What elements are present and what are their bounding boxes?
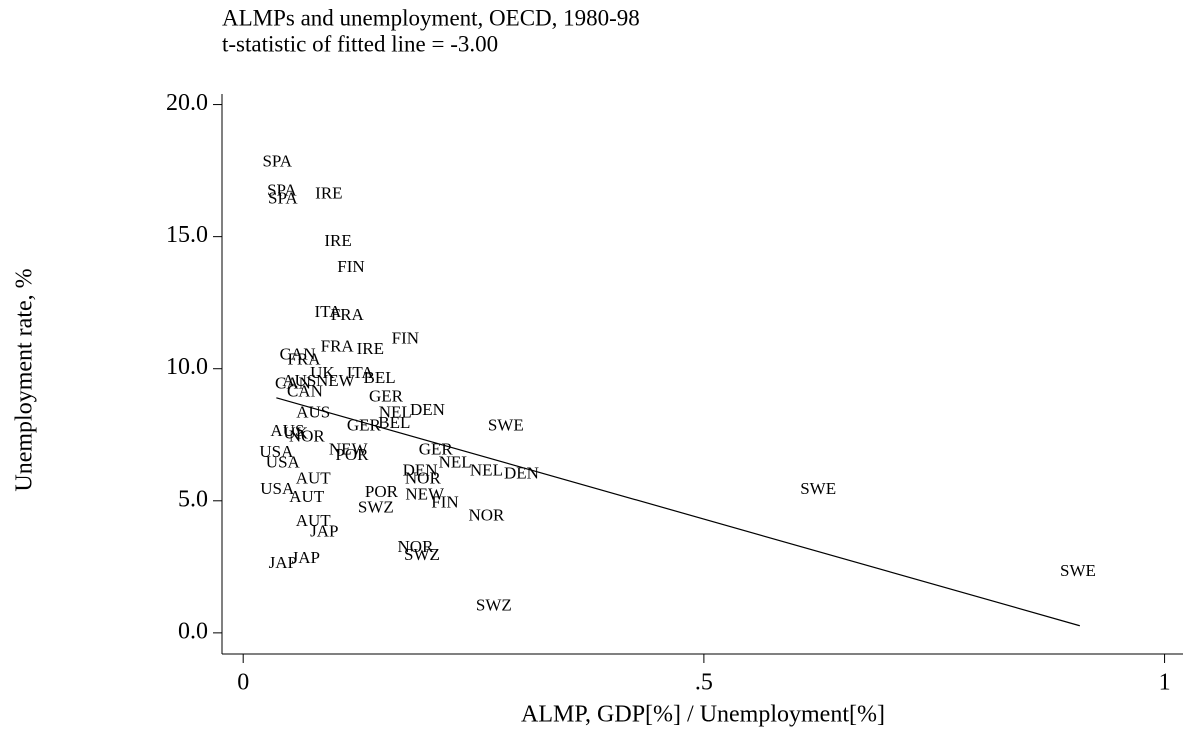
point-label: CAN [275, 373, 311, 392]
point-label: SPA [268, 189, 298, 208]
point-label: AUT [296, 469, 332, 488]
point-label: FRA [321, 336, 355, 355]
point-label: NEL [379, 403, 412, 422]
point-label: NEW [329, 440, 369, 459]
point-label: JAP [292, 548, 320, 567]
point-label: SWE [1060, 561, 1096, 580]
point-label: FIN [392, 329, 419, 348]
point-label: UK [283, 424, 308, 443]
point-label: SPA [267, 181, 297, 200]
point-label: IRE [357, 339, 384, 358]
point-label: USA [259, 442, 294, 461]
y-tick-label: 20.0 [166, 90, 208, 116]
x-tick-label: 1 [1159, 670, 1171, 696]
x-tick-label: .5 [695, 670, 713, 696]
point-label: SWZ [476, 595, 512, 614]
point-label: AUT [296, 511, 332, 530]
point-label: NEW [405, 484, 445, 503]
point-label: NOR [289, 426, 326, 445]
fitted-line [276, 397, 1080, 627]
point-label: AUS [282, 371, 316, 390]
point-label: FRA [331, 305, 365, 324]
point-label: JAP [269, 553, 297, 572]
point-label: BEL [364, 368, 396, 387]
point-label: IRE [324, 231, 351, 250]
point-label: FRA [287, 350, 321, 369]
point-label: CAN [280, 344, 316, 363]
point-label: SWE [800, 479, 836, 498]
point-label: USA [266, 453, 301, 472]
point-label: NEL [439, 453, 472, 472]
chart-subtitle: t-statistic of fitted line = -3.00 [222, 31, 498, 56]
point-label: SWE [488, 416, 524, 435]
y-axis-label: Unemployment rate, % [12, 268, 38, 491]
point-label: ITA [314, 302, 342, 321]
point-label: SWZ [404, 545, 440, 564]
point-label: UK [310, 363, 335, 382]
point-label: AUT [289, 487, 325, 506]
point-label: USA [260, 479, 295, 498]
point-label: IRE [315, 183, 342, 202]
point-label: NOR [405, 469, 442, 488]
point-label: BEL [378, 413, 410, 432]
point-label: FIN [431, 492, 458, 511]
y-tick-label: 5.0 [178, 486, 208, 512]
point-label: AUS [270, 421, 304, 440]
point-label: FIN [337, 257, 364, 276]
point-label: GER [347, 416, 382, 435]
point-label: SWZ [358, 498, 394, 517]
point-label: GER [419, 440, 454, 459]
point-label: DEN [403, 461, 438, 480]
x-tick-label: 0 [237, 670, 249, 696]
chart-title: ALMPs and unemployment, OECD, 1980-98 [222, 5, 640, 30]
point-label: NEW [316, 371, 356, 390]
point-label: CAN [287, 381, 323, 400]
y-tick-label: 0.0 [178, 618, 208, 644]
point-label: DEN [410, 400, 445, 419]
point-label: JAP [310, 521, 338, 540]
point-label: NEL [470, 461, 503, 480]
point-label: POR [335, 445, 369, 464]
point-label: ITA [347, 363, 375, 382]
y-tick-label: 15.0 [166, 222, 208, 248]
point-label: POR [365, 482, 399, 501]
x-axis-label: ALMP, GDP[%] / Unemployment[%] [521, 702, 885, 728]
y-tick-label: 10.0 [166, 354, 208, 380]
point-label: NOR [398, 537, 435, 556]
point-label: NOR [468, 506, 505, 525]
point-label: SPA [262, 152, 292, 171]
point-label: GER [369, 387, 404, 406]
point-label: AUS [296, 403, 330, 422]
point-label: DEN [504, 463, 539, 482]
